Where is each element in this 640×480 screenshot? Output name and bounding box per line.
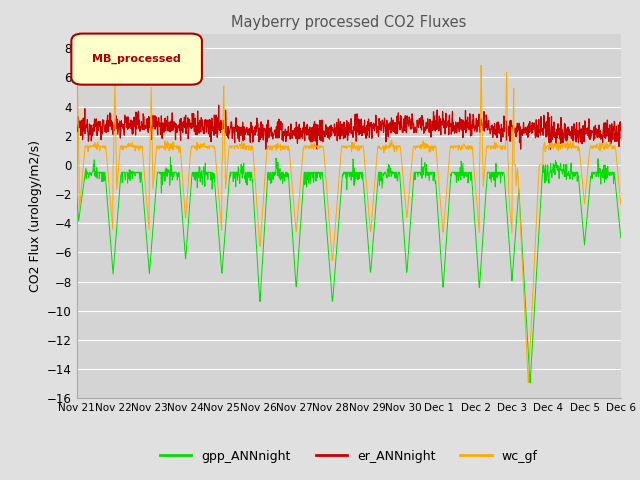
Title: Mayberry processed CO2 Fluxes: Mayberry processed CO2 Fluxes (231, 15, 467, 30)
Y-axis label: CO2 Flux (urology/m2/s): CO2 Flux (urology/m2/s) (29, 140, 42, 292)
FancyBboxPatch shape (72, 34, 202, 84)
Text: MB_processed: MB_processed (92, 53, 181, 63)
Legend: gpp_ANNnight, er_ANNnight, wc_gf: gpp_ANNnight, er_ANNnight, wc_gf (155, 445, 543, 468)
